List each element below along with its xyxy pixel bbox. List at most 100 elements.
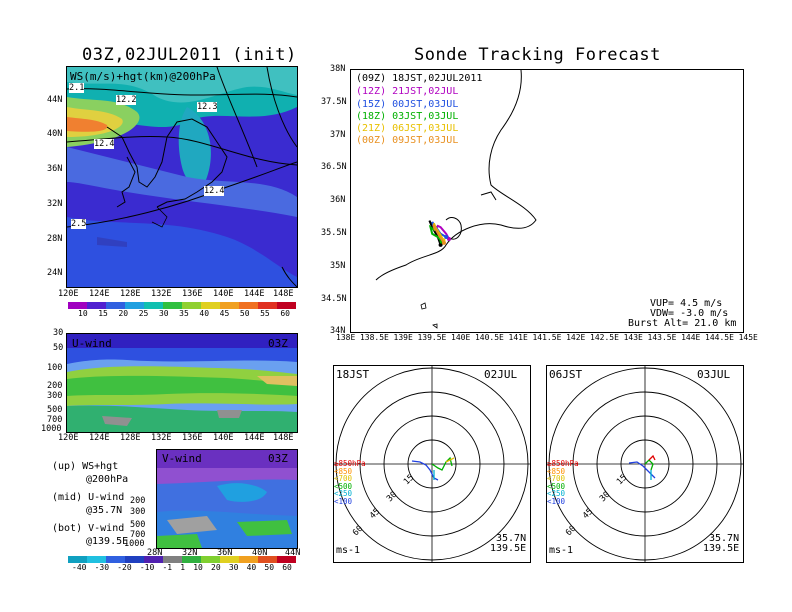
hodo-level-label: <500 (547, 481, 566, 491)
ws-colorbar (68, 302, 296, 309)
colorbar-label: 40 (199, 309, 210, 318)
contour-label: 12.4 (94, 139, 115, 149)
legend-up-1: (up) WS+hgt (52, 461, 119, 472)
lon-tick-label: 143E (623, 333, 643, 342)
lon-tick-label: 144.5E (705, 333, 734, 342)
ws-map (67, 67, 297, 287)
right-title: Sonde Tracking Forecast (414, 45, 661, 65)
hodo-unit: ms-1 (336, 545, 361, 556)
pressure-tick-label: 200 (47, 381, 63, 391)
hodo-level-legend-1: ≥850hPa <850 <700 <500 <250 <100 (334, 460, 366, 505)
lon-tick-label: 136E (182, 433, 203, 443)
hodo-level-label: <250 (334, 489, 353, 498)
pressure-tick-label: 300 (130, 507, 146, 517)
colorbar-label: -30 (94, 563, 110, 572)
lat-tick-label: 28N (47, 234, 63, 244)
legend-up-2: @200hPa (86, 474, 129, 485)
contour-label: 2.5 (71, 219, 87, 229)
contour-label: 12.3 (197, 102, 218, 112)
sonde-landing-point (447, 237, 451, 241)
lon-tick-label: 140E (451, 333, 471, 342)
lon-tick-label: 128E (120, 433, 141, 443)
sonde-track-line (432, 224, 445, 244)
lat-tick-label: 32N (47, 199, 63, 209)
colorbar-label: -20 (117, 563, 132, 572)
pressure-tick-label: 1000 (124, 539, 145, 549)
pressure-tick-label: 200 (130, 496, 146, 506)
sonde-track-line (428, 224, 443, 243)
pressure-tick-label: 30 (53, 328, 64, 338)
tracking-map-panel (350, 69, 744, 333)
colorbar-label: 20 (118, 309, 129, 318)
lat-tick-label: 36N (217, 548, 233, 558)
run-legend-item: (18Z) 03JST,03JUL (356, 111, 459, 122)
uwind-heatmap (67, 334, 297, 432)
lon-tick-label: 141E (508, 333, 528, 342)
lat-tick-label: 36.5N (321, 162, 347, 172)
left-title: 03Z,02JUL2011 (init) (82, 45, 297, 65)
lat-tick-label: 34N (330, 326, 346, 336)
hodo-level-label: <250 (547, 489, 566, 498)
ws-colorbar-labels: 10 15 20 25 30 35 40 45 50 55 60 (78, 309, 290, 318)
lon-tick-label: 132E (151, 433, 172, 443)
contour-label: 2.1 (69, 83, 85, 93)
colorbar-label: 30 (158, 309, 169, 318)
contour-label: 12.2 (116, 95, 137, 105)
lat-tick-label: 44N (285, 548, 301, 558)
hodo-level-legend-2: ≥850hPa <850 <700 <500 <250 <100 (547, 460, 579, 505)
lon-tick-label: 124E (89, 289, 110, 299)
colorbar-label: 10 (193, 563, 203, 572)
colorbar-label: 30 (228, 563, 239, 572)
pressure-tick-label: 700 (47, 415, 63, 425)
vwind-panel (156, 449, 298, 549)
lat-tick-label: 34.5N (321, 294, 347, 304)
ws-map-panel (66, 66, 298, 288)
hodograph-panel-2 (546, 365, 744, 563)
pressure-tick-label: 1000 (41, 424, 62, 434)
pressure-tick-label: 500 (47, 405, 63, 415)
vwind-time: 03Z (268, 452, 288, 465)
lat-tick-label: 36N (330, 195, 346, 205)
legend-mid-2: @35.7N (86, 505, 123, 516)
colorbar-label: -10 (139, 563, 155, 572)
uwind-title: U-wind (72, 337, 112, 350)
colorbar-label: 20 (211, 563, 221, 572)
colorbar-label: -1 (162, 563, 173, 572)
lat-tick-label: 40N (47, 129, 63, 139)
pressure-tick-label: 500 (130, 520, 146, 530)
lon-tick-label: 140E (213, 289, 234, 299)
hodo-lon: 139.5E (703, 543, 740, 554)
lat-tick-label: 44N (47, 95, 63, 105)
hodo-level-label: <850 (334, 466, 353, 476)
lon-tick-label: 124E (89, 433, 110, 443)
colorbar-label: 60 (282, 563, 292, 572)
param-burst: Burst Alt= 21.0 km (628, 318, 737, 329)
hodo-lat: 35.7N (496, 533, 527, 544)
sonde-landing-point (442, 240, 446, 245)
lat-tick-label: 35.5N (321, 228, 347, 238)
lon-tick-label: 138E (336, 333, 356, 342)
lat-tick-label: 32N (182, 548, 198, 558)
param-vup: VUP= 4.5 m/s (650, 298, 723, 309)
hodo-unit: ms-1 (549, 545, 574, 556)
pressure-tick-label: 50 (53, 343, 64, 353)
lon-tick-label: 136E (182, 289, 203, 299)
wind-colorbar-labels: -40 -30 -20 -10 -1 1 10 20 30 40 50 60 (72, 563, 292, 572)
colorbar-label: 50 (239, 309, 250, 318)
lon-tick-label: 140.5E (474, 333, 504, 342)
sonde-landing-point (444, 235, 449, 239)
hodo-level-label: <100 (547, 496, 566, 506)
lon-tick-label: 132E (151, 289, 172, 299)
legend-bot-2: @139.5E (86, 536, 129, 547)
lat-tick-label: 37.5N (321, 97, 347, 107)
colorbar-label: 50 (264, 563, 275, 572)
colorbar-label: 1 (180, 563, 186, 572)
contour-label: 12.4 (204, 186, 225, 196)
ws-map-title: WS(m/s)+hgt(km)@200hPa (70, 70, 216, 83)
hodo-lon: 139.5E (490, 543, 527, 554)
uwind-panel (66, 333, 298, 433)
lon-tick-label: 142E (566, 333, 586, 342)
colorbar-label: 55 (260, 309, 270, 318)
hodo-time: 18JST (336, 368, 370, 381)
lon-tick-label: 139E (393, 333, 413, 342)
